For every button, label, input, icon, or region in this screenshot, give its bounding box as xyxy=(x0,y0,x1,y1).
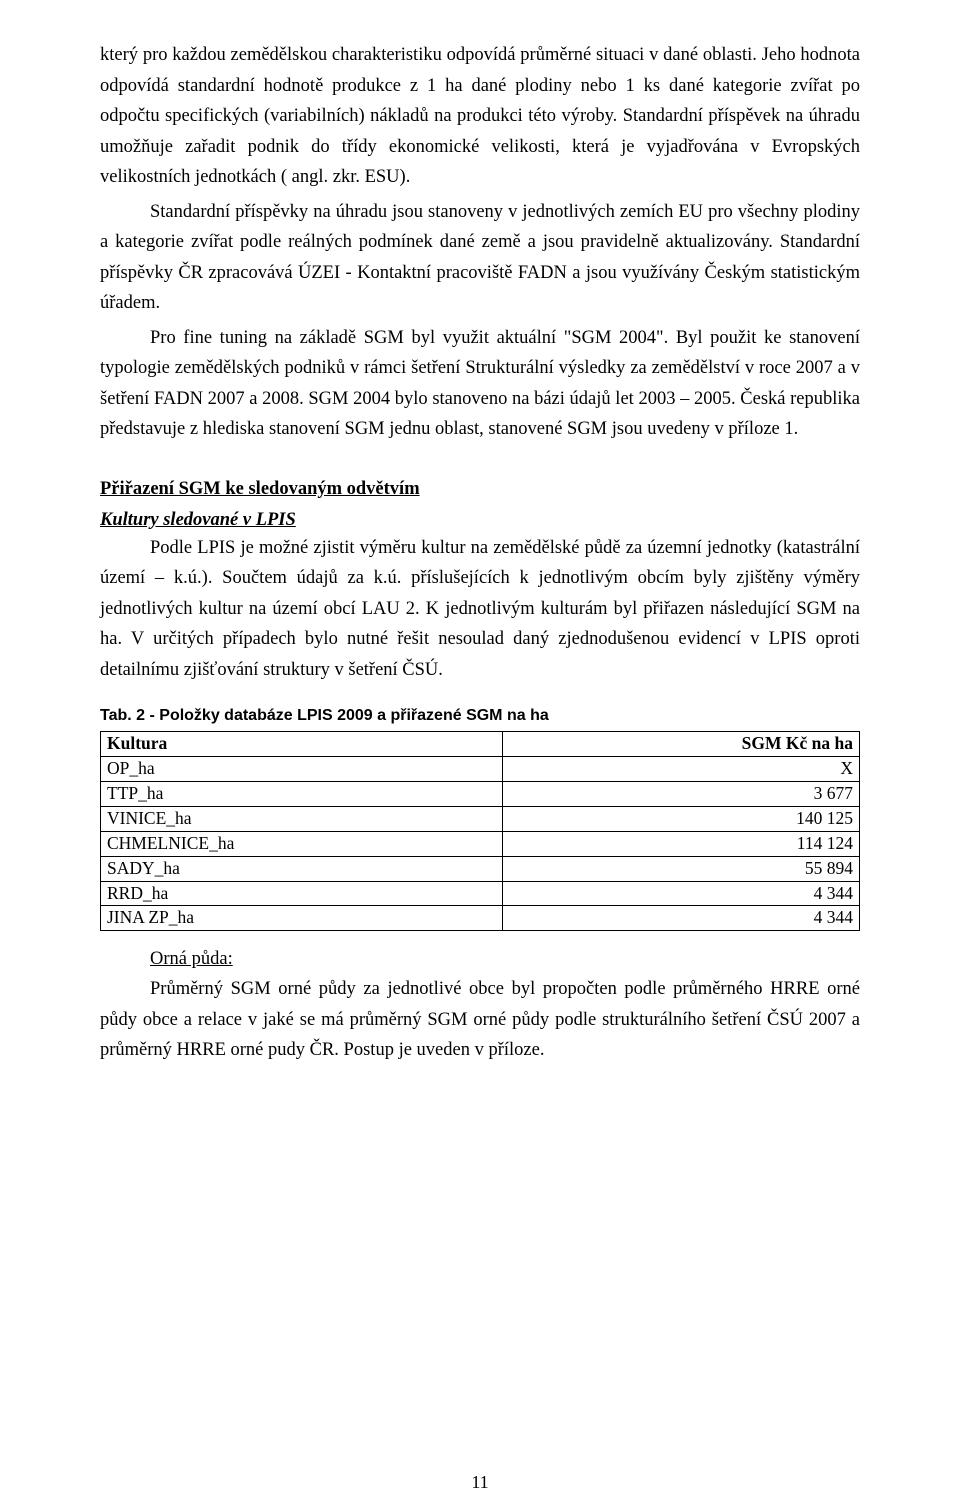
table-cell-value: 4 344 xyxy=(503,881,860,906)
table-header-kultura: Kultura xyxy=(101,732,503,757)
paragraph-4: Podle LPIS je možné zjistit výměru kultu… xyxy=(100,533,860,686)
table-caption: Tab. 2 - Položky databáze LPIS 2009 a př… xyxy=(100,707,860,725)
table-cell-name: SADY_ha xyxy=(101,856,503,881)
table-cell-value: 4 344 xyxy=(503,906,860,931)
table-cell-name: JINA ZP_ha xyxy=(101,906,503,931)
table-row: CHMELNICE_ha 114 124 xyxy=(101,831,860,856)
page-number: 11 xyxy=(0,1472,960,1493)
subheading-orna-puda: Orná půda: xyxy=(100,949,860,970)
table-row: TTP_ha 3 677 xyxy=(101,782,860,807)
table-row: RRD_ha 4 344 xyxy=(101,881,860,906)
paragraph-2: Standardní příspěvky na úhradu jsou stan… xyxy=(100,197,860,319)
table-cell-name: TTP_ha xyxy=(101,782,503,807)
table-cell-value: 55 894 xyxy=(503,856,860,881)
paragraph-5: Průměrný SGM orné půdy za jednotlivé obc… xyxy=(100,974,860,1066)
paragraph-3: Pro fine tuning na základě SGM byl využi… xyxy=(100,323,860,445)
heading-sgm-assignment: Přiřazení SGM ke sledovaným odvětvím xyxy=(100,479,860,500)
table-header-row: Kultura SGM Kč na ha xyxy=(101,732,860,757)
table-cell-name: OP_ha xyxy=(101,757,503,782)
paragraph-1: který pro každou zemědělskou charakteris… xyxy=(100,40,860,193)
table-cell-value: 3 677 xyxy=(503,782,860,807)
table-cell-name: CHMELNICE_ha xyxy=(101,831,503,856)
table-row: OP_ha X xyxy=(101,757,860,782)
document-page: který pro každou zemědělskou charakteris… xyxy=(0,0,960,1511)
table-cell-value: 114 124 xyxy=(503,831,860,856)
sgm-table: Kultura SGM Kč na ha OP_ha X TTP_ha 3 67… xyxy=(100,731,860,931)
table-row: JINA ZP_ha 4 344 xyxy=(101,906,860,931)
table-cell-name: VINICE_ha xyxy=(101,806,503,831)
subheading-lpis-cultures: Kultury sledované v LPIS xyxy=(100,510,860,531)
table-row: SADY_ha 55 894 xyxy=(101,856,860,881)
table-row: VINICE_ha 140 125 xyxy=(101,806,860,831)
table-cell-value: 140 125 xyxy=(503,806,860,831)
table-header-sgm: SGM Kč na ha xyxy=(503,732,860,757)
table-cell-value: X xyxy=(503,757,860,782)
table-cell-name: RRD_ha xyxy=(101,881,503,906)
